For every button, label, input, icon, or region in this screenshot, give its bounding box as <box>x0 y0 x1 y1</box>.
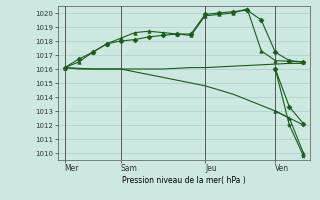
X-axis label: Pression niveau de la mer( hPa ): Pression niveau de la mer( hPa ) <box>122 176 246 185</box>
